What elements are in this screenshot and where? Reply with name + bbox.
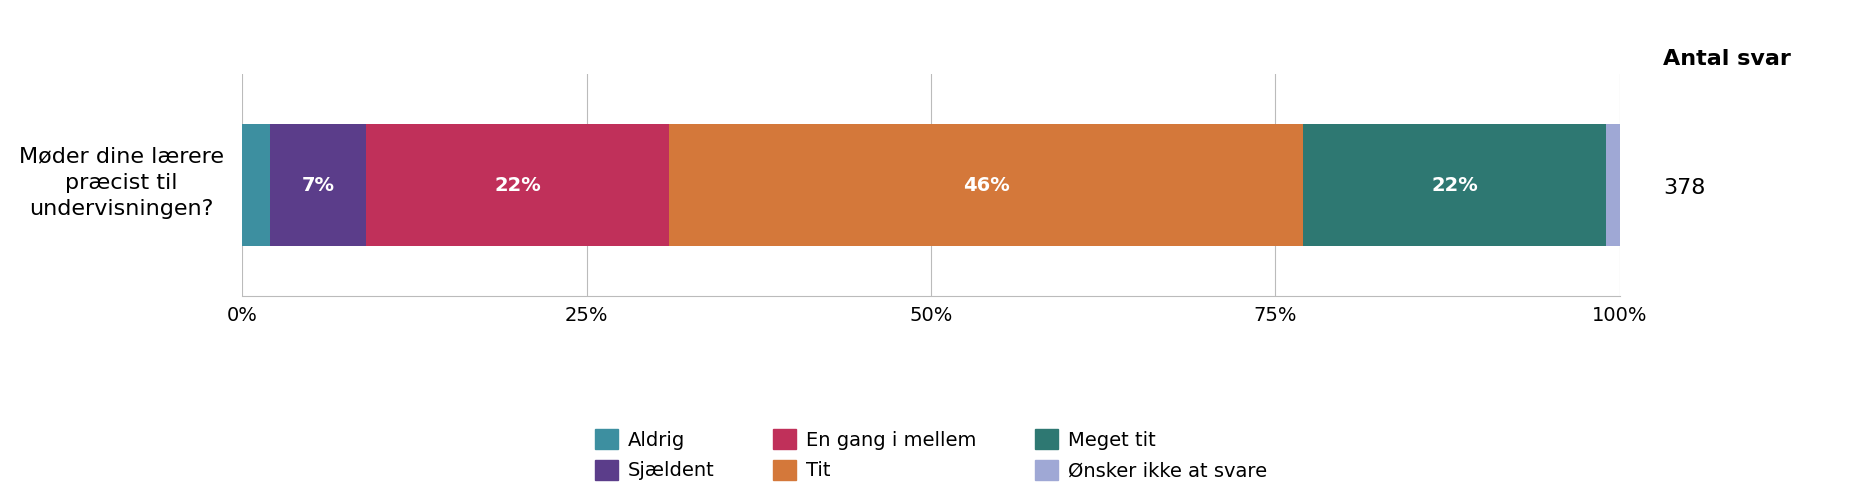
Text: Møder dine lærere
præcist til
undervisningen?: Møder dine lærere præcist til undervisni… <box>19 146 223 219</box>
Text: 22%: 22% <box>493 176 542 195</box>
Bar <box>1303 124 1607 247</box>
Bar <box>242 124 270 247</box>
Bar <box>1607 124 1620 247</box>
Bar <box>270 124 367 247</box>
Bar <box>668 124 1303 247</box>
Text: 7%: 7% <box>302 176 335 195</box>
Text: 378: 378 <box>1663 178 1706 198</box>
Bar <box>367 124 668 247</box>
Text: 46%: 46% <box>963 176 1009 195</box>
Legend: Aldrig, Sjældent, En gang i mellem, Tit, Meget tit, Ønsker ikke at svare: Aldrig, Sjældent, En gang i mellem, Tit,… <box>587 422 1275 488</box>
Text: 22%: 22% <box>1432 176 1478 195</box>
Text: Antal svar: Antal svar <box>1663 49 1791 69</box>
